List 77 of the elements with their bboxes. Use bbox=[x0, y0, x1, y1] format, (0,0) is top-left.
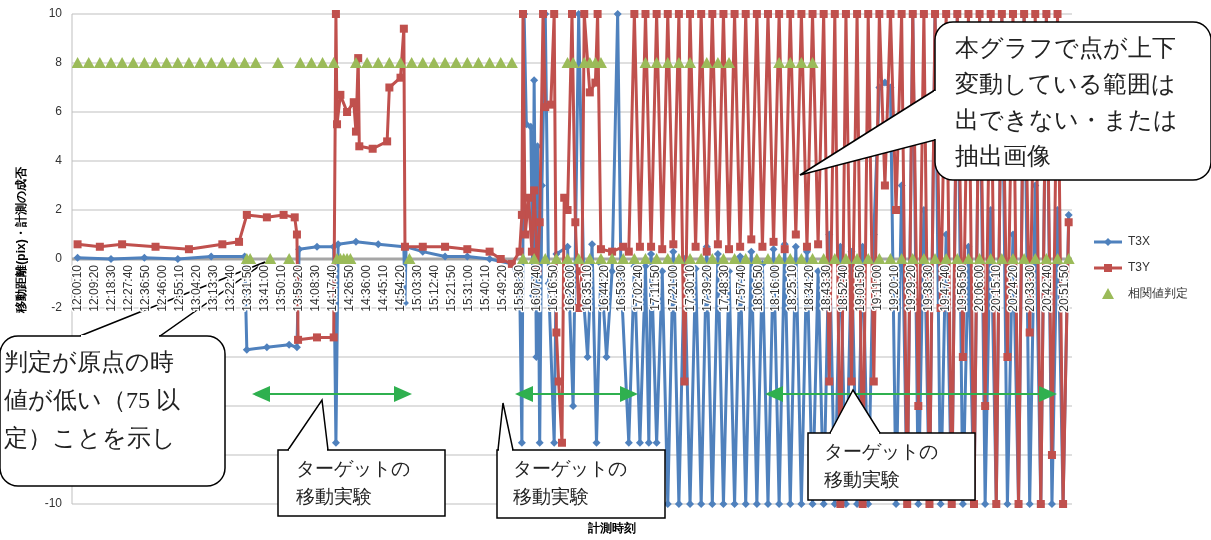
x-tick-label: 16:07:40 bbox=[529, 264, 544, 312]
x-tick-label: 19:38:30 bbox=[920, 264, 935, 312]
x-tick-label: 13:41:00 bbox=[257, 264, 272, 312]
y-tick-label: 6 bbox=[55, 104, 63, 119]
x-tick-label: 17:39:20 bbox=[699, 264, 714, 312]
x-tick-label: 13:50:10 bbox=[274, 264, 289, 312]
x-tick-label: 17:48:30 bbox=[716, 264, 731, 312]
x-tick-label: 15:49:20 bbox=[495, 264, 510, 312]
x-tick-label: 15:03:30 bbox=[410, 264, 425, 312]
annotation: ターゲットの移動実験 bbox=[824, 441, 938, 490]
annotation: ターゲットの移動実験 bbox=[513, 458, 627, 507]
x-tick-label: 19:11:00 bbox=[869, 264, 884, 311]
x-tick-label: 20:51:50 bbox=[1056, 264, 1071, 312]
x-tick-label: 20:33:30 bbox=[1022, 264, 1037, 312]
x-axis-title: 計測時刻 bbox=[587, 521, 636, 535]
x-tick-label: 14:08:30 bbox=[308, 264, 323, 312]
x-tick-label: 17:57:40 bbox=[733, 264, 748, 312]
annotation: ターゲットの移動実験 bbox=[296, 458, 410, 507]
x-tick-label: 17:02:40 bbox=[631, 264, 646, 312]
x-tick-label: 12:55:10 bbox=[172, 264, 187, 312]
legend-label: T3Y bbox=[1128, 260, 1151, 275]
x-tick-label: 18:34:20 bbox=[801, 264, 816, 312]
x-tick-label: 19:47:40 bbox=[937, 264, 952, 312]
x-tick-label: 15:21:50 bbox=[444, 264, 459, 312]
x-tick-label: 14:45:10 bbox=[376, 264, 391, 312]
x-tick-label: 16:53:30 bbox=[614, 264, 629, 312]
x-tick-label: 15:31:00 bbox=[461, 264, 476, 312]
y-tick-label: 0 bbox=[55, 251, 63, 266]
y-tick-label: 4 bbox=[55, 153, 63, 168]
x-tick-label: 18:52:40 bbox=[835, 264, 850, 312]
x-tick-label: 14:36:00 bbox=[359, 264, 374, 312]
x-tick-label: 12:09:20 bbox=[87, 264, 102, 312]
x-tick-label: 20:06:00 bbox=[971, 264, 986, 312]
annotation: 本グラフで点が上下変動している範囲は出できない・または抽出画像 bbox=[955, 35, 1178, 169]
x-tick-label: 18:25:10 bbox=[784, 264, 799, 312]
y-tick-label: -2 bbox=[51, 300, 63, 315]
legend-label: T3X bbox=[1128, 234, 1151, 249]
x-tick-label: 12:18:30 bbox=[104, 264, 119, 312]
x-tick-label: 15:12:40 bbox=[427, 264, 442, 312]
x-tick-label: 18:43:30 bbox=[818, 264, 833, 312]
x-tick-label: 12:27:40 bbox=[121, 264, 136, 312]
x-tick-label: 16:26:00 bbox=[563, 264, 578, 312]
x-tick-label: 13:13:30 bbox=[206, 264, 221, 312]
x-tick-label: 14:17:40 bbox=[325, 264, 340, 312]
x-tick-label: 19:29:20 bbox=[903, 264, 918, 312]
x-tick-label: 17:11:50 bbox=[648, 264, 663, 311]
x-tick-label: 13:04:20 bbox=[189, 264, 204, 312]
x-tick-label: 13:59:20 bbox=[291, 264, 306, 312]
x-tick-label: 16:44:20 bbox=[597, 264, 612, 312]
y-tick-label: -10 bbox=[44, 496, 63, 511]
x-tick-label: 15:40:10 bbox=[478, 264, 493, 312]
x-tick-label: 14:26:50 bbox=[342, 264, 357, 312]
y-tick-label: 10 bbox=[48, 6, 63, 21]
x-tick-label: 17:21:00 bbox=[665, 264, 680, 312]
x-tick-label: 19:20:10 bbox=[886, 264, 901, 312]
x-tick-label: 20:15:10 bbox=[988, 264, 1003, 312]
x-tick-label: 13:31:50 bbox=[240, 264, 255, 312]
y-tick-label: 8 bbox=[55, 55, 63, 70]
x-tick-label: 15:58:30 bbox=[512, 264, 527, 312]
y-tick-label: 2 bbox=[55, 202, 63, 217]
x-tick-label: 18:16:00 bbox=[767, 264, 782, 312]
x-tick-label: 18:06:50 bbox=[750, 264, 765, 312]
x-tick-label: 12:36:50 bbox=[138, 264, 153, 312]
legend-label: 相関値判定 bbox=[1128, 286, 1188, 301]
x-tick-label: 16:16:50 bbox=[546, 264, 561, 312]
x-tick-label: 13:22:40 bbox=[223, 264, 238, 312]
x-tick-label: 19:01:50 bbox=[852, 264, 867, 312]
x-tick-label: 19:56:50 bbox=[954, 264, 969, 312]
x-tick-label: 17:30:10 bbox=[682, 264, 697, 312]
x-tick-label: 20:24:20 bbox=[1005, 264, 1020, 312]
x-tick-label: 12:00:10 bbox=[70, 264, 85, 312]
x-tick-label: 16:35:10 bbox=[580, 264, 595, 312]
y-axis-title: 移動距離(pix)・計測の成否 bbox=[14, 166, 29, 314]
x-tick-label: 14:54:20 bbox=[393, 264, 408, 312]
annotation: 判定が原点の時値が低い（75 以定）ことを示し bbox=[4, 349, 180, 451]
x-tick-label: 20:42:40 bbox=[1039, 264, 1054, 312]
x-tick-label: 12:46:00 bbox=[155, 264, 170, 312]
